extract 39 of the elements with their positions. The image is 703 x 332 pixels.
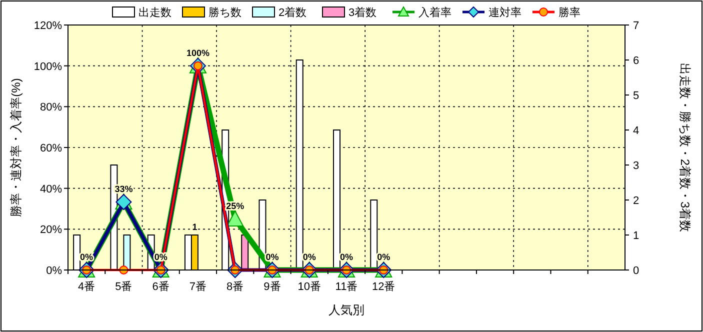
legend-label: 連対率 — [488, 6, 522, 19]
y2-tick-label: 2 — [633, 195, 640, 207]
y-tick-label: 0% — [46, 265, 62, 277]
y2-tick-label: 4 — [633, 125, 640, 137]
data-label: 0% — [377, 252, 390, 262]
x-tick-label: 10番 — [298, 280, 321, 293]
y-tick-label: 20% — [40, 224, 62, 236]
x-tick-label: 5番 — [115, 280, 132, 293]
x-tick-label: 6番 — [152, 280, 170, 293]
x-tick-label: 11番 — [335, 280, 358, 293]
y-axis-title: 勝率・連対率・入着率(%) — [9, 78, 23, 217]
data-label: 0% — [266, 252, 279, 262]
x-tick-label: 7番 — [189, 280, 207, 293]
x-tick-label: 12番 — [372, 280, 396, 293]
y-tick-label: 100% — [34, 60, 62, 73]
legend-label: 勝ち数 — [208, 7, 242, 19]
y-tick-label: 80% — [40, 102, 62, 114]
y2-axis-title: 出走数・勝ち数・2着数・3着数 — [678, 62, 692, 232]
legend-label: 2着数 — [278, 6, 307, 19]
legend-label: 入着率 — [418, 6, 452, 19]
y-tick-label: 40% — [40, 183, 62, 196]
y-tick-label: 60% — [40, 142, 62, 154]
x-tick-label: 9番 — [264, 280, 281, 293]
y2-tick-label: 6 — [633, 55, 640, 67]
data-label: 100% — [186, 48, 210, 58]
y-tick-label: 120% — [34, 20, 62, 32]
x-tick-label: 8番 — [226, 280, 244, 293]
legend-label: 3着数 — [348, 6, 377, 19]
legend-label: 出走数 — [138, 6, 172, 19]
legend-label: 勝率 — [558, 6, 580, 19]
x-axis-title: 人気別 — [328, 303, 364, 317]
y2-tick-label: 7 — [633, 20, 640, 32]
y2-tick-label: 1 — [633, 230, 640, 242]
y2-tick-label: 3 — [633, 160, 640, 172]
point — [226, 210, 244, 226]
y2-tick-label: 0 — [633, 265, 640, 277]
y2-tick-label: 5 — [633, 90, 640, 102]
x-tick-label: 4番 — [78, 280, 96, 293]
data-label: 0% — [154, 252, 168, 262]
